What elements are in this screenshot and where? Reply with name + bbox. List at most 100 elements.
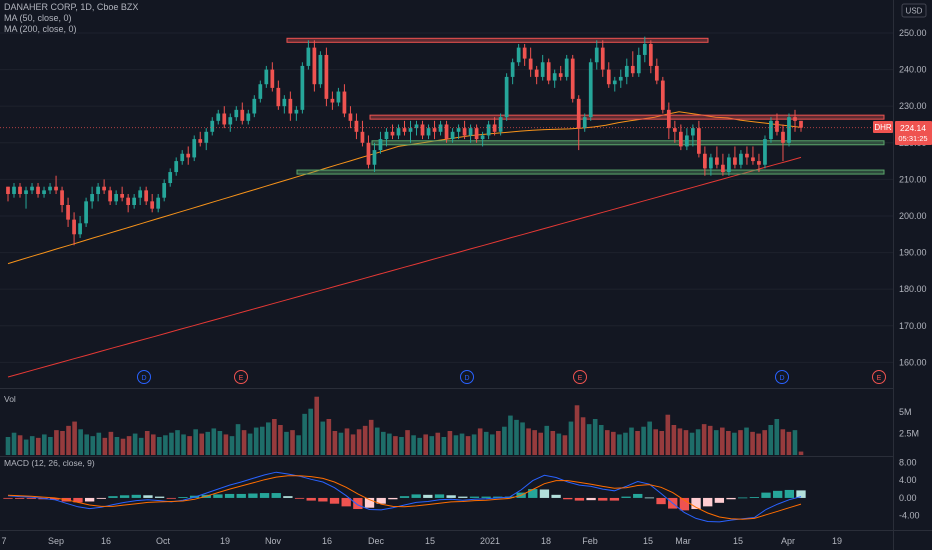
volume-bar [132, 433, 138, 455]
candlestick-series [0, 36, 893, 246]
macd-histogram-bar [329, 497, 340, 504]
candle-body [24, 190, 28, 195]
volume-bar [671, 425, 677, 455]
volume-bar [465, 436, 471, 455]
candle-body [162, 183, 167, 198]
symbol-legend[interactable]: DANAHER CORP, 1D, Cboe BZX MA (50, close… [4, 2, 138, 35]
time-tick-label: Sep [48, 536, 64, 546]
volume-bar [629, 427, 634, 455]
volume-bar [211, 428, 217, 455]
volume-bar [738, 430, 743, 455]
volume-bar [187, 436, 192, 455]
macd-histogram-bar [749, 497, 760, 498]
volume-bar [72, 421, 77, 455]
macd-histogram-bar [3, 497, 13, 499]
time-tick-label: 7 [1, 536, 6, 546]
candle-body [126, 197, 131, 205]
volume-bar [562, 435, 568, 455]
macd-histogram-bar [73, 497, 83, 503]
volume-bar [689, 432, 695, 455]
volume-bar [471, 434, 477, 455]
volume-bar [368, 419, 374, 455]
candle-body [66, 205, 70, 220]
candle-body [510, 62, 515, 77]
macd-histogram-bar [283, 496, 293, 498]
candle-body [582, 117, 587, 129]
candle-body [372, 150, 377, 165]
candle-body [402, 128, 407, 132]
volume-bar [423, 434, 428, 455]
macd-histogram-bar [714, 497, 725, 503]
macd-histogram-bar [621, 496, 631, 498]
macd-histogram-bar [213, 494, 223, 498]
candle-body [198, 139, 203, 143]
macd-histogram-bar [259, 493, 270, 498]
candle-body [630, 65, 635, 74]
volume-bar [60, 431, 65, 455]
macd-histogram-bar [108, 496, 118, 498]
macd-histogram-bar [178, 497, 188, 498]
candle-body [558, 73, 563, 77]
price-tick-label: 180.00 [899, 284, 927, 294]
time-tick-label: Dec [368, 536, 385, 546]
support-resistance-zones[interactable] [286, 37, 885, 175]
volume-bar [744, 427, 749, 455]
candle-body [180, 153, 185, 162]
volume-bar [786, 431, 792, 455]
candle-body [312, 47, 317, 85]
candle-body [703, 153, 707, 169]
volume-bar [278, 425, 283, 455]
candle-body [697, 128, 701, 154]
currency-badge-bg [901, 3, 927, 18]
candle-body [318, 54, 323, 85]
candle-body [426, 128, 431, 136]
time-tick-label: Feb [582, 536, 598, 546]
time-axis[interactable]: 7 Sep 16 Oct 19 Nov 16 Dec 15 2021 18 Feb 15 Mar 15 Apr… [1, 536, 842, 546]
volume-bar [641, 426, 646, 455]
candle-body [751, 157, 755, 162]
volume-bar [617, 434, 622, 455]
macd-histogram-bar [423, 494, 433, 498]
volume-bar [314, 396, 320, 455]
volume-bar [665, 414, 671, 455]
volume-bar [489, 434, 495, 455]
candle-body [90, 194, 94, 202]
candle-body [360, 131, 365, 143]
volume-bar [508, 415, 513, 455]
candle-body [294, 109, 299, 114]
volume-bar [556, 433, 562, 455]
volume-bar [393, 436, 398, 455]
event-marker-label: E [239, 375, 244, 382]
currency-badge[interactable]: USD [901, 3, 927, 18]
candle-body [84, 201, 88, 224]
macd-histogram-bar [656, 497, 666, 505]
volume-bar [253, 427, 259, 455]
candle-body [438, 124, 443, 132]
price-tick-label: 160.00 [899, 357, 927, 367]
volume-bar [520, 422, 525, 455]
macd-histogram-bar [796, 490, 806, 498]
candle-body [618, 76, 623, 81]
candle-body [192, 139, 197, 158]
volume-bar [574, 405, 580, 455]
candle-body [480, 135, 485, 140]
macd-histogram-bar [236, 493, 246, 498]
macd-histogram-bar [294, 497, 305, 499]
candle-body [42, 190, 46, 195]
volume-bar [114, 437, 120, 455]
candle-body [606, 69, 611, 85]
volume-bar [762, 430, 767, 455]
macd-histogram-bar [633, 493, 643, 498]
candle-body [282, 98, 287, 107]
macd-histogram-bar [399, 496, 410, 498]
candle-body [246, 113, 251, 121]
countdown-label: 05:31:25 [898, 134, 927, 143]
macd-histogram-bar [784, 489, 795, 498]
candle-body [414, 124, 419, 129]
volume-bar [483, 431, 489, 455]
candle-body [324, 54, 329, 99]
volume-bar [320, 421, 326, 455]
macd-histogram-bar [84, 497, 95, 502]
